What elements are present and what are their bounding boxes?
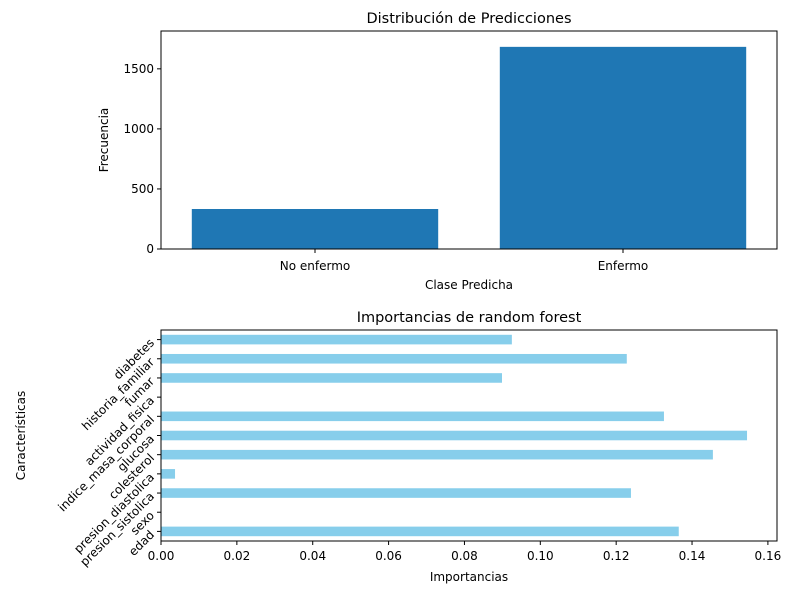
bar: [161, 373, 502, 383]
bar: [161, 449, 713, 460]
y-axis-label: Frecuencia: [97, 108, 111, 173]
y-tick-label: 1000: [123, 122, 154, 136]
axes-frame: [160, 329, 778, 542]
x-tick-label: 0.16: [755, 549, 782, 563]
x-axis-label: Importancias: [430, 570, 508, 584]
x-tick-label: 0.14: [679, 549, 706, 563]
bar: [161, 334, 512, 345]
x-tick-label: No enfermo: [280, 259, 350, 273]
bar: [161, 430, 748, 441]
x-tick-label: 0.06: [375, 549, 402, 563]
y-axis-label: Características: [14, 391, 28, 480]
y-tick-label: 1500: [123, 62, 154, 76]
bar: [191, 209, 439, 249]
x-tick-label: 0.02: [224, 549, 251, 563]
bar: [161, 469, 176, 479]
x-tick-label: 0.12: [603, 549, 630, 563]
y-tick-label: 0: [146, 242, 154, 256]
bar: [161, 411, 664, 422]
y-tick-label: 500: [131, 182, 154, 196]
bar: [161, 353, 627, 364]
bar: [499, 46, 747, 249]
chart-title: Distribución de Predicciones: [366, 11, 571, 27]
bar: [161, 488, 631, 498]
x-tick-label: Enfermo: [598, 259, 649, 273]
x-tick-label: 0.08: [451, 549, 478, 563]
x-tick-label: 0.04: [299, 549, 326, 563]
x-tick-label: 0.00: [148, 549, 175, 563]
x-axis-label: Clase Predicha: [425, 278, 513, 292]
chart-title: Importancias de random forest: [357, 310, 582, 326]
x-tick-label: 0.10: [527, 549, 554, 563]
axes-frame: [160, 30, 778, 250]
bar: [161, 526, 679, 537]
